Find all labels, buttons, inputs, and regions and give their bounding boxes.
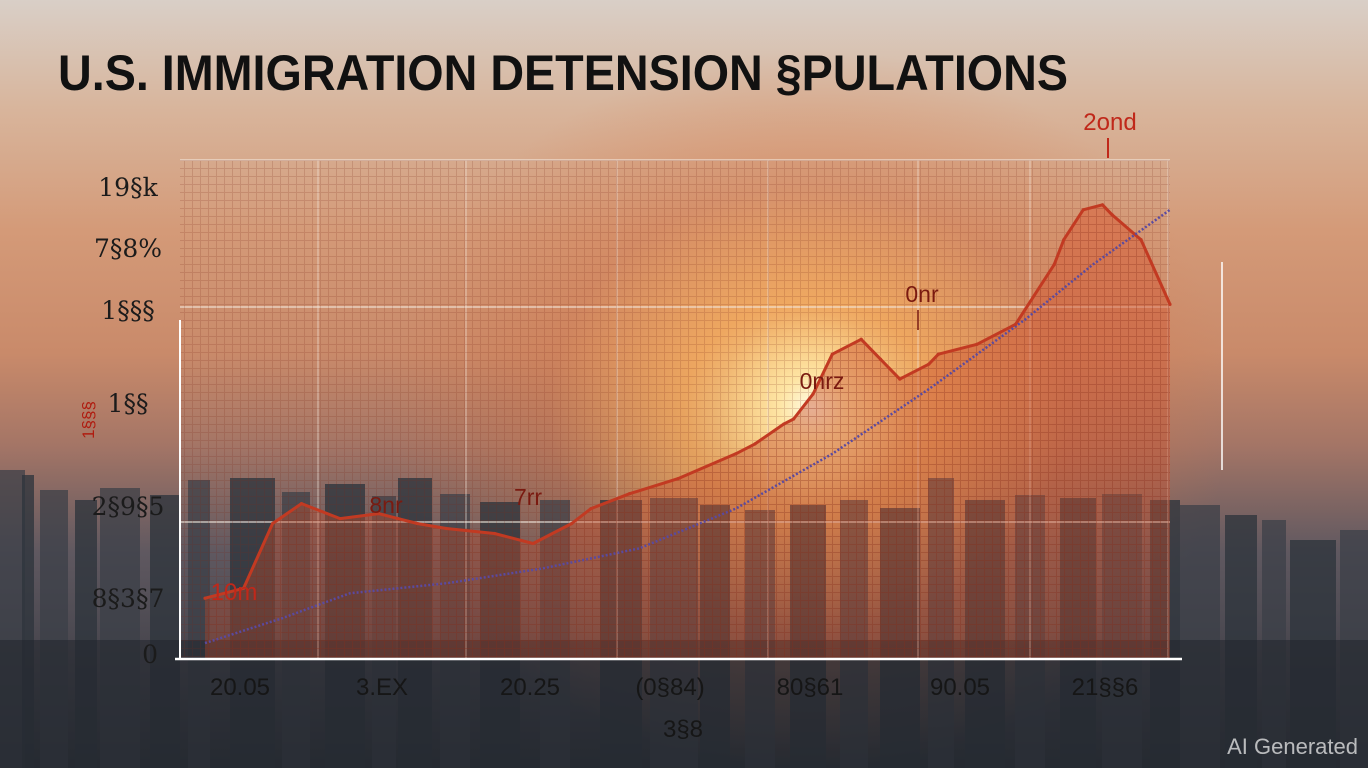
y-tick-label: 7§8%	[94, 234, 162, 263]
data-point	[338, 516, 342, 521]
data-point	[936, 352, 941, 356]
y-side-label: 1§§§	[79, 401, 98, 439]
data-point	[859, 337, 863, 341]
data-point	[676, 477, 680, 481]
annotation-label: 8nr	[369, 492, 403, 518]
x-tick-labels: 20.05 3.EX 20.25 (0§84) 80§61 90.05 21§§6	[210, 674, 1138, 701]
chart-title: U.S. IMMIGRATION DETENSION §PULATIONS	[58, 45, 1068, 101]
annotation-label: 0nr	[905, 281, 939, 307]
data-point	[242, 586, 246, 590]
watermark-text: AI Generated	[1227, 734, 1358, 759]
data-point	[628, 492, 632, 496]
data-point	[830, 352, 834, 356]
data-point	[753, 442, 757, 446]
data-point	[1014, 322, 1018, 326]
data-point	[1139, 238, 1143, 242]
x-tick-label: 80§61	[777, 674, 844, 701]
y-tick-label: 1§§	[108, 389, 149, 418]
y-tick-label: 2§9§5	[92, 492, 165, 521]
y-tick-label: 19§k	[98, 173, 158, 202]
data-point	[270, 521, 275, 526]
annotation-label: 0nrz	[800, 368, 845, 394]
annotation-label: 10m	[211, 579, 258, 606]
data-point	[734, 452, 738, 456]
y-tick-label: 1§§§	[101, 296, 154, 325]
x-tick-label: 90.05	[930, 674, 990, 701]
series-area-texture	[205, 204, 1170, 659]
series-points	[203, 203, 1172, 600]
annotation-label: 7rr	[514, 484, 542, 510]
data-point	[927, 362, 931, 366]
data-point	[792, 417, 796, 421]
data-point	[589, 507, 593, 511]
data-point	[898, 377, 902, 381]
x-tick-label: 21§§6	[1072, 674, 1139, 701]
data-point	[415, 521, 419, 526]
data-point	[531, 541, 535, 546]
data-point	[396, 516, 400, 521]
data-point	[811, 392, 815, 396]
data-point	[1110, 213, 1114, 217]
x-tick-label: (0§84)	[635, 674, 704, 701]
data-point	[299, 502, 304, 506]
skyline-ground	[0, 640, 1368, 768]
data-point	[975, 342, 979, 346]
data-point	[1081, 208, 1085, 212]
x-axis-extra-label: 3§8	[663, 716, 703, 743]
data-point	[1168, 302, 1172, 307]
data-point	[570, 521, 574, 526]
data-point	[492, 531, 497, 536]
series-line-trend	[204, 208, 1171, 645]
data-point	[1100, 203, 1105, 207]
x-tick-label: 20.05	[210, 674, 270, 701]
data-point	[444, 526, 448, 531]
y-tick-labels: 0 8§3§7 2§9§5 1§§ 1§§§ 7§8% 19§k	[92, 173, 165, 669]
data-point	[203, 596, 207, 600]
data-point	[1062, 238, 1066, 242]
data-point	[878, 357, 883, 361]
data-point	[782, 422, 786, 426]
data-point	[377, 511, 381, 516]
annotations: 10m 8nr 7rr 0nrz 0nr 2ond	[211, 109, 1137, 606]
x-tick-label: 20.25	[500, 674, 560, 701]
y-tick-label: 8§3§7	[92, 584, 165, 613]
data-point	[1052, 262, 1056, 267]
x-tick-label: 3.EX	[356, 674, 408, 701]
annotation-label: 2ond	[1083, 109, 1136, 136]
y-tick-label: 0	[142, 640, 158, 669]
